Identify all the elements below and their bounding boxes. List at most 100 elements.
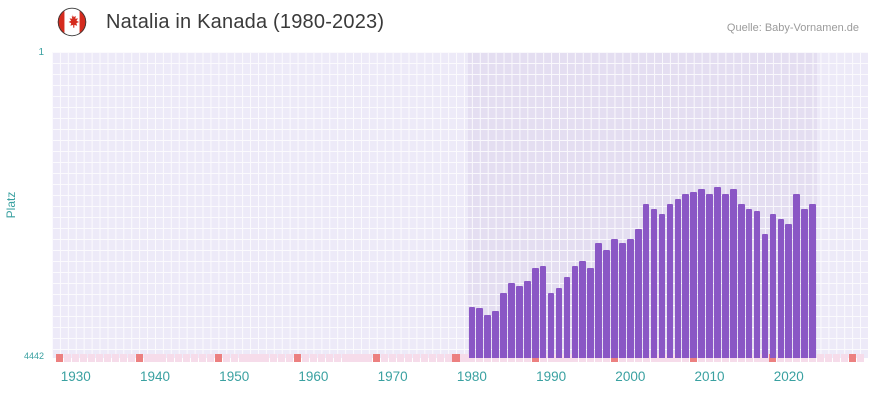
no-rank-marker xyxy=(167,354,175,362)
no-rank-marker xyxy=(294,354,302,362)
rank-bar-2010[interactable] xyxy=(706,193,713,358)
rank-bar-2005[interactable] xyxy=(666,204,674,358)
x-tick-label: 1930 xyxy=(60,369,91,384)
rank-bar-2002[interactable] xyxy=(642,204,650,358)
no-rank-marker xyxy=(325,354,333,362)
rank-bar-1985[interactable] xyxy=(508,283,515,358)
rank-bar-1991[interactable] xyxy=(555,288,563,358)
no-rank-marker xyxy=(317,354,325,362)
rank-bar-2008[interactable] xyxy=(690,191,698,358)
rank-bar-2015[interactable] xyxy=(745,209,753,358)
no-rank-marker xyxy=(397,354,405,362)
no-rank-marker xyxy=(682,354,690,362)
rank-bar-2011[interactable] xyxy=(714,186,721,358)
rank-bar-2020[interactable] xyxy=(785,224,793,358)
rank-bar-1982[interactable] xyxy=(484,315,492,358)
rank-bar-1981[interactable] xyxy=(476,308,484,358)
no-rank-marker xyxy=(476,354,484,362)
no-rank-marker xyxy=(753,354,761,362)
rank-bar-1986[interactable] xyxy=(516,285,523,358)
rank-bar-1989[interactable] xyxy=(539,266,547,358)
rank-bar-1988[interactable] xyxy=(531,268,539,358)
rank-bar-1999[interactable] xyxy=(619,243,626,358)
no-rank-marker xyxy=(848,354,856,362)
rank-bar-2022[interactable] xyxy=(801,209,808,358)
rank-bar-1990[interactable] xyxy=(547,293,555,358)
no-rank-marker xyxy=(278,354,286,362)
rank-bar-2012[interactable] xyxy=(722,193,729,358)
no-rank-marker xyxy=(666,354,674,362)
rank-bar-2006[interactable] xyxy=(674,198,682,358)
rank-bar-2019[interactable] xyxy=(777,218,785,358)
no-rank-marker xyxy=(222,354,230,362)
x-tick-label: 1980 xyxy=(456,369,487,384)
no-rank-marker xyxy=(230,354,238,362)
no-rank-marker xyxy=(127,354,135,362)
no-rank-marker xyxy=(587,354,595,362)
x-tick-label: 1970 xyxy=(377,369,408,384)
no-rank-marker xyxy=(713,354,722,362)
rank-bar-2000[interactable] xyxy=(627,238,634,358)
no-rank-marker xyxy=(452,354,460,362)
no-rank-marker xyxy=(88,354,96,362)
rank-bar-2014[interactable] xyxy=(737,204,745,358)
no-rank-marker xyxy=(698,354,706,362)
no-rank-marker xyxy=(595,354,603,362)
chart-title: Natalia in Kanada (1980-2023) xyxy=(106,10,385,33)
no-rank-marker xyxy=(381,354,389,362)
no-rank-marker xyxy=(412,354,420,362)
rank-bar-1987[interactable] xyxy=(524,281,531,358)
no-rank-marker xyxy=(428,354,436,362)
rank-bar-2017[interactable] xyxy=(761,233,769,358)
rank-bar-1984[interactable] xyxy=(500,293,507,358)
rank-bar-1996[interactable] xyxy=(595,243,602,358)
no-rank-marker xyxy=(349,354,357,362)
x-tick-label: 2010 xyxy=(694,369,725,384)
no-rank-marker xyxy=(64,354,72,362)
rank-bar-2009[interactable] xyxy=(698,189,705,358)
no-rank-marker xyxy=(737,354,745,362)
no-rank-marker xyxy=(761,354,769,362)
no-rank-marker xyxy=(626,354,634,362)
rank-bar-2007[interactable] xyxy=(682,193,690,358)
rank-bar-2023[interactable] xyxy=(809,204,816,358)
no-rank-marker xyxy=(674,354,682,362)
no-rank-marker xyxy=(785,354,793,362)
rank-bar-2003[interactable] xyxy=(650,209,658,358)
rank-bar-1998[interactable] xyxy=(611,238,618,358)
no-rank-marker xyxy=(80,354,88,362)
no-rank-marker xyxy=(246,354,254,362)
no-rank-marker xyxy=(56,354,64,362)
no-rank-marker xyxy=(571,354,579,362)
no-rank-marker xyxy=(602,354,611,362)
rank-bar-2021[interactable] xyxy=(793,193,800,358)
no-rank-marker xyxy=(191,354,199,362)
rank-bar-2004[interactable] xyxy=(658,213,666,358)
x-axis: 1930 1940 1950 1960 1970 1980 1990 2000 2010 2020 xyxy=(52,369,868,389)
no-rank-marker xyxy=(286,354,294,362)
no-rank-marker xyxy=(333,354,341,362)
no-rank-marker xyxy=(254,354,262,362)
rank-bar-1997[interactable] xyxy=(603,250,610,358)
no-rank-marker xyxy=(151,354,159,362)
rank-bar-1980[interactable] xyxy=(468,306,476,358)
rank-bar-2018[interactable] xyxy=(769,213,777,358)
rank-bar-2001[interactable] xyxy=(634,229,642,358)
no-rank-marker xyxy=(111,354,119,362)
rank-bar-2013[interactable] xyxy=(729,189,737,358)
no-rank-marker xyxy=(301,354,310,362)
rank-bar-1993[interactable] xyxy=(571,265,579,358)
no-rank-marker xyxy=(523,354,531,362)
no-rank-marker xyxy=(531,354,539,362)
rank-bar-1995[interactable] xyxy=(587,268,595,358)
rank-bar-1983[interactable] xyxy=(492,311,499,358)
no-rank-marker xyxy=(642,354,650,362)
no-rank-marker xyxy=(769,354,777,362)
no-rank-marker xyxy=(420,354,428,362)
rank-bar-1994[interactable] xyxy=(579,260,587,358)
rank-bar-2016[interactable] xyxy=(753,211,761,358)
no-rank-marker xyxy=(175,354,183,362)
no-rank-marker xyxy=(690,354,698,362)
rank-bar-1992[interactable] xyxy=(563,276,571,358)
